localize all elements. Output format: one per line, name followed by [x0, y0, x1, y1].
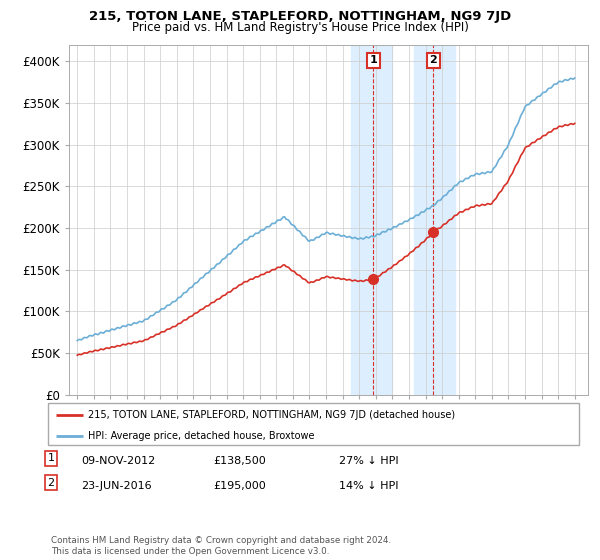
Text: 1: 1: [370, 55, 377, 66]
Text: 14% ↓ HPI: 14% ↓ HPI: [339, 480, 398, 491]
Text: Price paid vs. HM Land Registry's House Price Index (HPI): Price paid vs. HM Land Registry's House …: [131, 21, 469, 34]
Text: 2: 2: [430, 55, 437, 66]
Text: Contains HM Land Registry data © Crown copyright and database right 2024.
This d: Contains HM Land Registry data © Crown c…: [51, 536, 391, 556]
Text: 1: 1: [47, 453, 55, 463]
Text: £138,500: £138,500: [213, 456, 266, 466]
Bar: [414, 45, 455, 395]
Text: 27% ↓ HPI: 27% ↓ HPI: [339, 456, 398, 466]
Text: 2: 2: [47, 478, 55, 488]
Bar: [351, 45, 392, 395]
Text: 23-JUN-2016: 23-JUN-2016: [81, 480, 152, 491]
Text: 09-NOV-2012: 09-NOV-2012: [81, 456, 155, 466]
Text: 215, TOTON LANE, STAPLEFORD, NOTTINGHAM, NG9 7JD (detached house): 215, TOTON LANE, STAPLEFORD, NOTTINGHAM,…: [88, 409, 455, 419]
Text: HPI: Average price, detached house, Broxtowe: HPI: Average price, detached house, Brox…: [88, 431, 314, 441]
Text: £195,000: £195,000: [213, 480, 266, 491]
FancyBboxPatch shape: [48, 403, 579, 445]
Text: 215, TOTON LANE, STAPLEFORD, NOTTINGHAM, NG9 7JD: 215, TOTON LANE, STAPLEFORD, NOTTINGHAM,…: [89, 10, 511, 23]
